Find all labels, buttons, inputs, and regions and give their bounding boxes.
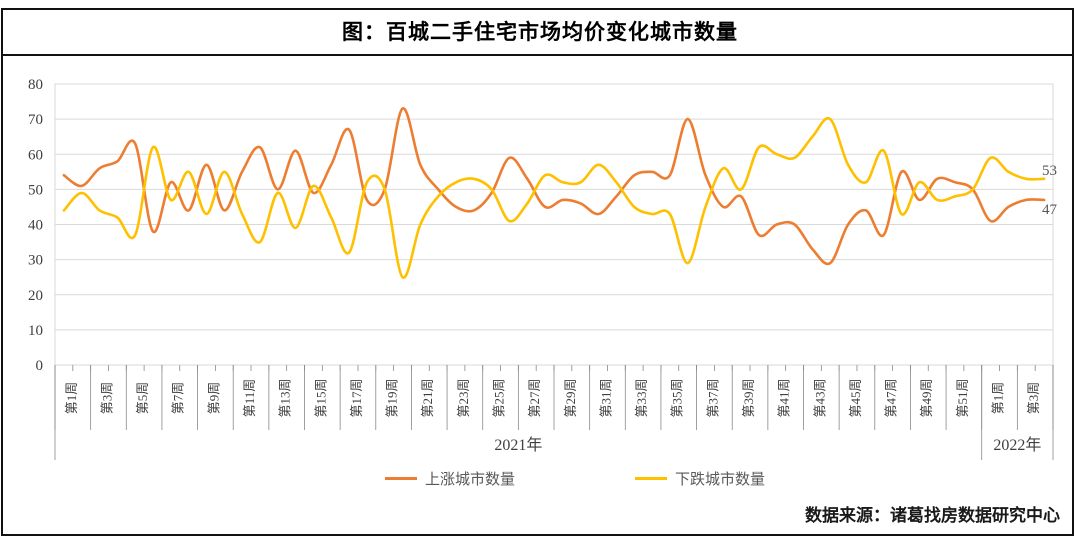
x-axis-week-label: 第3周 [1026, 382, 1041, 415]
year-label: 2022年 [993, 436, 1041, 454]
rising-end-value-label: 47 [1042, 202, 1058, 218]
year-label: 2021年 [494, 436, 542, 454]
title-separator [1, 54, 1074, 56]
y-axis-tick-label: 70 [28, 112, 43, 128]
x-axis-week-label: 第37周 [705, 378, 720, 417]
y-axis-tick-label: 10 [28, 323, 43, 339]
falling-series-line [62, 116, 1046, 279]
x-axis-week-label: 第1周 [991, 382, 1006, 415]
x-axis-week-label: 第27周 [527, 378, 542, 417]
x-axis-week-label: 第1周 [64, 382, 79, 415]
x-axis-week-label: 第7周 [171, 382, 186, 415]
x-axis-week-label: 第51周 [955, 378, 970, 417]
y-axis-tick-label: 60 [28, 147, 43, 163]
x-axis-week-label: 第47周 [884, 378, 899, 417]
x-axis-week-label: 第9周 [206, 382, 221, 415]
x-axis-week-label: 第33周 [634, 378, 649, 417]
x-axis-week-label: 第19周 [385, 378, 400, 417]
legend-item-rising: 上涨城市数量 [384, 468, 515, 489]
y-axis-tick-label: 30 [28, 253, 43, 269]
legend-label-rising: 上涨城市数量 [424, 471, 515, 488]
y-axis-tick-label: 20 [28, 288, 43, 304]
x-axis-week-label: 第45周 [848, 378, 863, 417]
legend-item-falling: 下跌城市数量 [635, 468, 765, 489]
chart-title: 图：百城二手住宅市场均价变化城市数量 [342, 21, 738, 44]
x-axis-week-label: 第15周 [313, 378, 328, 417]
x-axis-week-label: 第35周 [670, 378, 685, 417]
x-axis-week-label: 第13周 [278, 378, 293, 417]
x-axis-week-label: 第17周 [349, 378, 364, 417]
x-axis-week-label: 第3周 [99, 382, 114, 415]
x-axis-week-label: 第5周 [135, 382, 150, 415]
x-axis-week-label: 第11周 [242, 379, 257, 418]
x-axis-week-label: 第29周 [563, 378, 578, 417]
y-axis-tick-label: 80 [28, 77, 43, 93]
x-axis-week-label: 第21周 [420, 378, 435, 417]
x-axis-week-label: 第25周 [492, 378, 507, 417]
legend-label-falling: 下跌城市数量 [675, 471, 766, 488]
x-axis-week-label: 第43周 [812, 378, 827, 417]
x-axis-week-label: 第39周 [741, 378, 756, 417]
rising-line-swatch [384, 477, 417, 480]
rising-series-line [62, 107, 1046, 266]
x-axis-week-label: 第49周 [919, 378, 934, 417]
y-axis-tick-label: 50 [28, 182, 43, 198]
x-axis-week-label: 第23周 [456, 378, 471, 417]
chart-legend: 上涨城市数量 下跌城市数量 [0, 468, 1080, 489]
y-axis-tick-label: 40 [28, 218, 43, 234]
data-source-caption: 数据来源：诸葛找房数据研究中心 [805, 506, 1060, 525]
y-axis-tick-label: 0 [36, 358, 44, 374]
falling-end-value-label: 53 [1042, 163, 1057, 179]
x-axis-week-label: 第31周 [598, 378, 613, 417]
falling-line-swatch [635, 477, 667, 480]
x-axis-week-label: 第41周 [777, 378, 792, 417]
